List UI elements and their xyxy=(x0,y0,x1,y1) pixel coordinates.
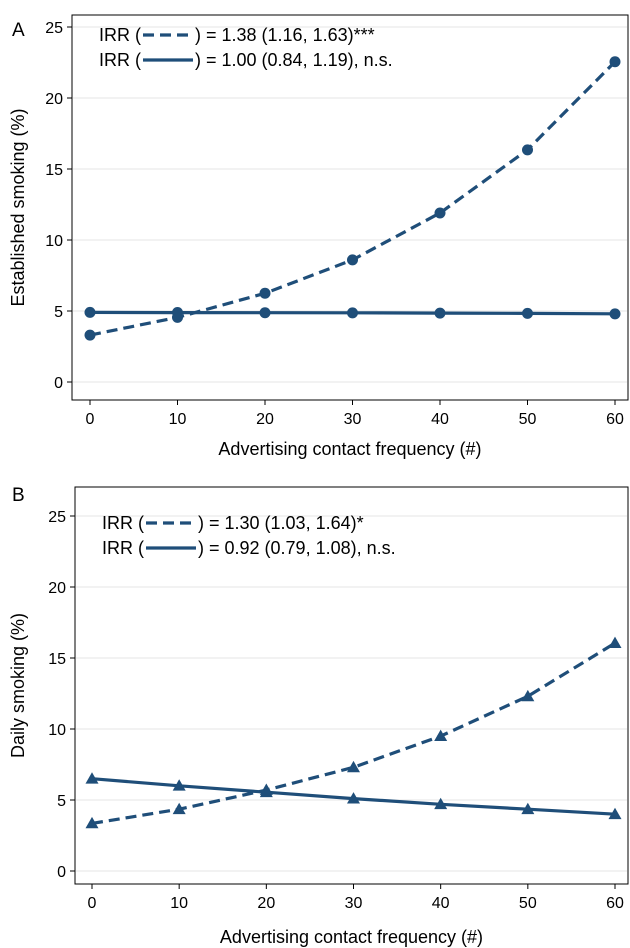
data-point xyxy=(85,816,99,829)
y-tick-label: 5 xyxy=(57,793,66,810)
data-point xyxy=(347,307,358,319)
legend-text: ) = 1.00 (0.84, 1.19), n.s. xyxy=(195,50,393,70)
y-tick-label: 10 xyxy=(45,233,63,250)
panel-letter: A xyxy=(12,20,25,41)
data-point xyxy=(172,779,186,791)
y-tick-label: 25 xyxy=(45,20,63,37)
x-tick-label: 20 xyxy=(257,895,275,912)
legend-prefix: IRR ( xyxy=(102,538,144,558)
plot-frame xyxy=(71,14,629,401)
data-point xyxy=(347,254,358,266)
y-tick-label: 5 xyxy=(54,304,63,321)
data-point xyxy=(609,308,621,320)
data-point xyxy=(172,802,186,815)
legend-prefix: IRR ( xyxy=(99,50,141,70)
series-line-dashed xyxy=(89,60,617,337)
y-tick-label: 15 xyxy=(45,162,63,179)
data-point xyxy=(85,772,99,784)
x-tick-label: 60 xyxy=(606,895,624,912)
data-point xyxy=(522,144,533,156)
x-tick-label: 30 xyxy=(345,895,363,912)
x-tick-label: 0 xyxy=(88,895,97,912)
legend-entry-dashed: IRR ( ) = 1.38 (1.16, 1.63)*** xyxy=(99,25,375,45)
data-point xyxy=(259,307,271,319)
x-axis-label: Advertising contact frequency (#) xyxy=(218,439,481,459)
data-point xyxy=(521,689,535,702)
y-tick-label: 15 xyxy=(48,651,66,668)
legend-entry-solid: IRR ( ) = 0.92 (0.79, 1.08), n.s. xyxy=(102,538,396,558)
x-tick-label: 10 xyxy=(170,895,188,912)
data-point xyxy=(434,307,446,319)
x-axis-label: Advertising contact frequency (#) xyxy=(220,927,483,947)
data-point xyxy=(172,307,183,319)
x-tick-label: 60 xyxy=(606,411,624,428)
data-point xyxy=(434,729,448,741)
x-tick-label: 50 xyxy=(519,411,537,428)
chart-panel-a: A 0 5 10 15 20 25 0 10 20 30 40 50 60 Advertising cont… xyxy=(8,14,629,459)
panel-letter: B xyxy=(12,485,25,506)
legend-entry-solid: IRR ( ) = 1.00 (0.84, 1.19), n.s. xyxy=(99,50,393,70)
data-point xyxy=(522,307,533,319)
y-tick-label: 0 xyxy=(57,864,66,881)
legend-prefix: IRR ( xyxy=(99,25,141,45)
data-point xyxy=(608,636,622,648)
x-tick-label: 50 xyxy=(519,895,537,912)
data-point xyxy=(84,306,96,318)
data-point xyxy=(347,760,360,773)
data-point xyxy=(521,802,535,815)
data-point xyxy=(434,207,446,219)
y-axis-label: Daily smoking (%) xyxy=(8,613,28,758)
plot-frame xyxy=(74,486,629,885)
x-tick-label: 10 xyxy=(169,411,187,428)
y-tick-label: 10 xyxy=(48,722,66,739)
x-tick-label: 0 xyxy=(86,411,95,428)
y-tick-label: 0 xyxy=(54,375,63,392)
legend-prefix: IRR ( xyxy=(102,513,144,533)
data-point xyxy=(84,329,96,341)
legend-text: ) = 1.38 (1.16, 1.63)*** xyxy=(195,25,375,45)
y-axis-label: Established smoking (%) xyxy=(8,108,28,306)
y-tick-label: 20 xyxy=(45,91,63,108)
chart-panel-b: B 0 5 10 15 20 25 0 10 20 30 40 50 60 Advertising cont… xyxy=(8,485,629,947)
legend-text: ) = 1.30 (1.03, 1.64)* xyxy=(198,513,364,533)
y-tick-label: 20 xyxy=(48,580,66,597)
legend-entry-dashed: IRR ( ) = 1.30 (1.03, 1.64)* xyxy=(102,513,364,533)
data-point xyxy=(259,287,271,299)
x-tick-label: 40 xyxy=(432,895,450,912)
legend-text: ) = 0.92 (0.79, 1.08), n.s. xyxy=(198,538,396,558)
x-tick-label: 20 xyxy=(256,411,274,428)
y-tick-label: 25 xyxy=(48,509,66,526)
data-point xyxy=(609,56,621,68)
data-point xyxy=(434,797,448,810)
x-tick-label: 40 xyxy=(431,411,449,428)
data-point xyxy=(608,807,622,820)
data-point xyxy=(259,785,273,798)
data-point xyxy=(347,792,360,804)
x-tick-label: 30 xyxy=(344,411,362,428)
